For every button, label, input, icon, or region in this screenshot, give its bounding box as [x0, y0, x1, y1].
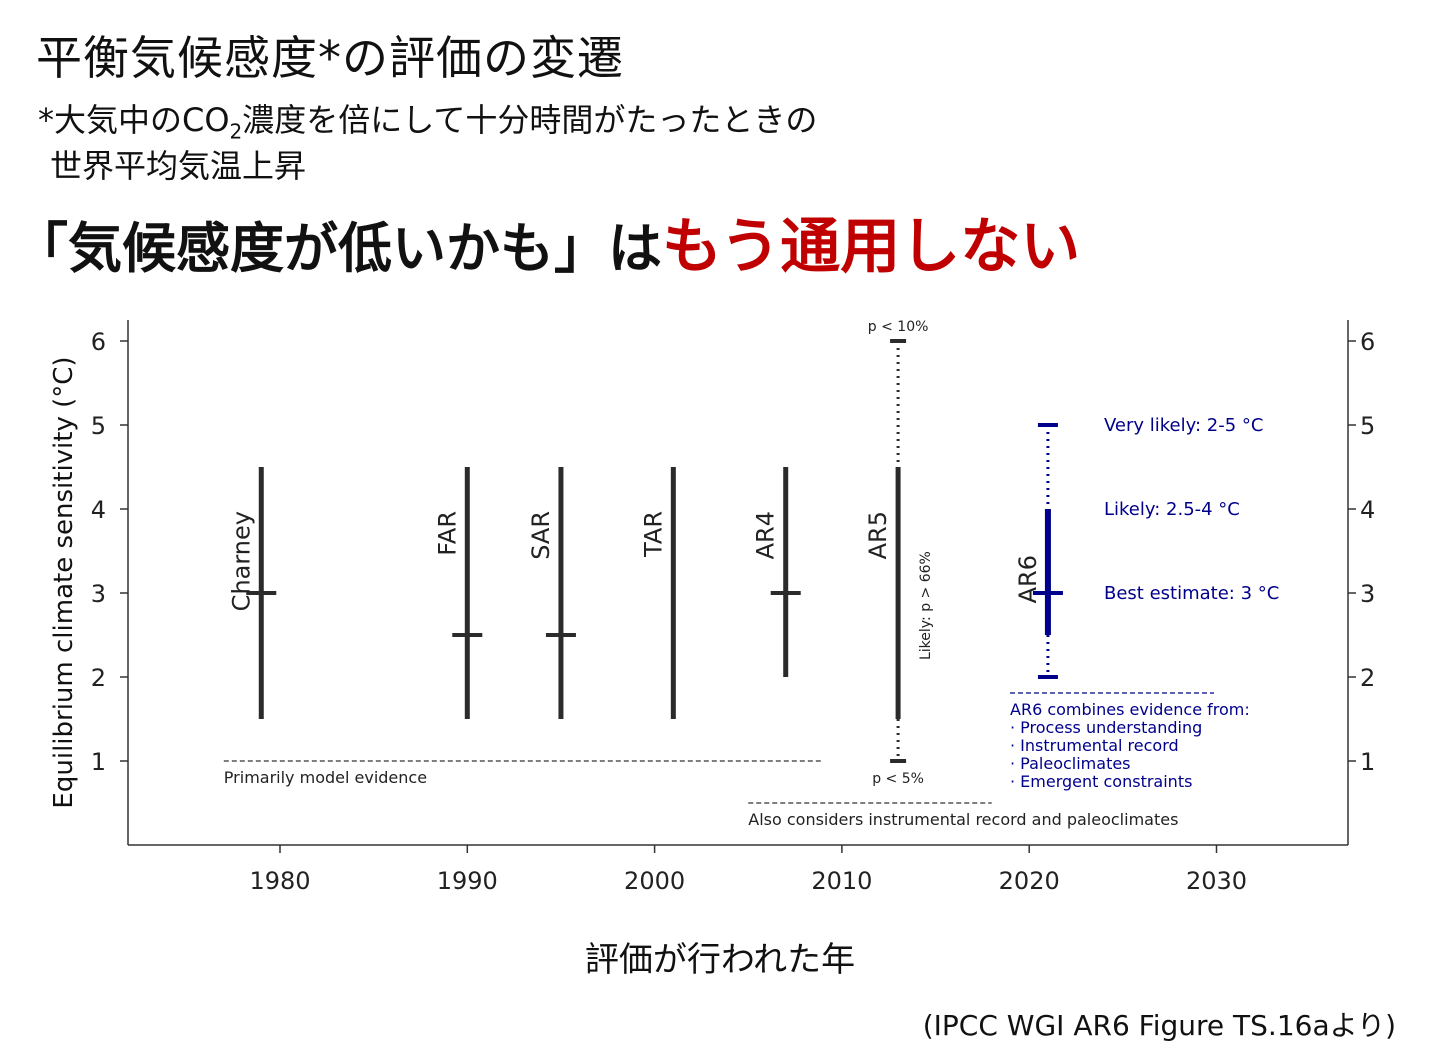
ar4-name-label: AR4	[752, 511, 780, 559]
y-tick-label-right: 6	[1360, 328, 1375, 356]
x-tick-label: 2000	[624, 867, 685, 895]
page-title: 平衡気候感度*の評価の変遷	[36, 31, 624, 85]
ar6-annotation: Best estimate: 3 °C	[1104, 583, 1279, 604]
y-tick-label-right: 4	[1360, 496, 1375, 524]
footnote-line-2: 世界平均気温上昇	[50, 147, 307, 185]
ar6-name-label: AR6	[1014, 555, 1042, 603]
charney-name-label: Charney	[227, 511, 255, 611]
ar6-evidence-heading: AR6 combines evidence from:	[1010, 700, 1250, 719]
ar6-annotation: Very likely: 2-5 °C	[1104, 415, 1263, 436]
y-tick-label-right: 2	[1360, 664, 1375, 692]
x-tick-label: 2020	[999, 867, 1060, 895]
y-tick-label-left: 4	[91, 496, 106, 524]
headline-red: もう通用しない	[662, 212, 1081, 282]
y-tick-label-left: 6	[91, 328, 106, 356]
ar6-annotation: Likely: 2.5-4 °C	[1104, 499, 1240, 520]
x-tick-label: 1980	[249, 867, 310, 895]
ar5-label-outer-high: p < 10%	[868, 319, 929, 335]
ar5-name-label: AR5	[864, 511, 892, 559]
footnote-subscript: 2	[229, 119, 243, 144]
ar6-evidence-item: · Paleoclimates	[1010, 754, 1131, 773]
headline: 「気候感度が低いかも」はもう通用しない	[14, 198, 1080, 285]
ar6-evidence-item: · Process understanding	[1010, 718, 1202, 737]
footnote-text-post: 濃度を倍にして十分時間がたったときの	[242, 101, 818, 139]
far-name-label: FAR	[433, 511, 461, 556]
sar-name-label: SAR	[527, 511, 555, 560]
y-tick-label-right: 3	[1360, 580, 1375, 608]
ecs-chart: 1 1 2 2 3 3 4 4 5 5 6 6 1980 1990 2000 2010 2020 2030 Equi…	[49, 319, 1375, 895]
y-tick-label-right: 1	[1360, 748, 1375, 776]
y-axis-label: Equilibrium climate sensitivity (°C)	[49, 356, 79, 808]
x-tick-label: 2010	[811, 867, 872, 895]
tar-name-label: TAR	[639, 511, 667, 558]
headline-black: 「気候感度が低いかも」は	[14, 217, 662, 280]
y-tick-label-right: 5	[1360, 412, 1375, 440]
ar5-label-outer-low: p < 5%	[872, 771, 924, 787]
footnote-line-1: *大気中のCO2濃度を倍にして十分時間がたったときの	[38, 100, 817, 151]
ar6-evidence-item: · Instrumental record	[1010, 736, 1179, 755]
source-citation: (IPCC WGI AR6 Figure TS.16aより)	[922, 1009, 1396, 1042]
ar5-likely-label: Likely: p > 66%	[918, 551, 934, 660]
y-tick-label-left: 5	[91, 412, 106, 440]
x-tick-label: 1990	[437, 867, 498, 895]
ar6-evidence-item: · Emergent constraints	[1010, 772, 1192, 791]
evidence-label: Primarily model evidence	[224, 768, 427, 787]
y-tick-label-left: 3	[91, 580, 106, 608]
footnote-text-pre: *大気中のCO	[38, 101, 230, 139]
x-tick-label: 2030	[1186, 867, 1247, 895]
x-axis-caption: 評価が行われた年	[584, 940, 856, 980]
y-tick-label-left: 1	[91, 748, 106, 776]
evidence-label: Also considers instrumental record and p…	[748, 810, 1178, 829]
y-tick-label-left: 2	[91, 664, 106, 692]
